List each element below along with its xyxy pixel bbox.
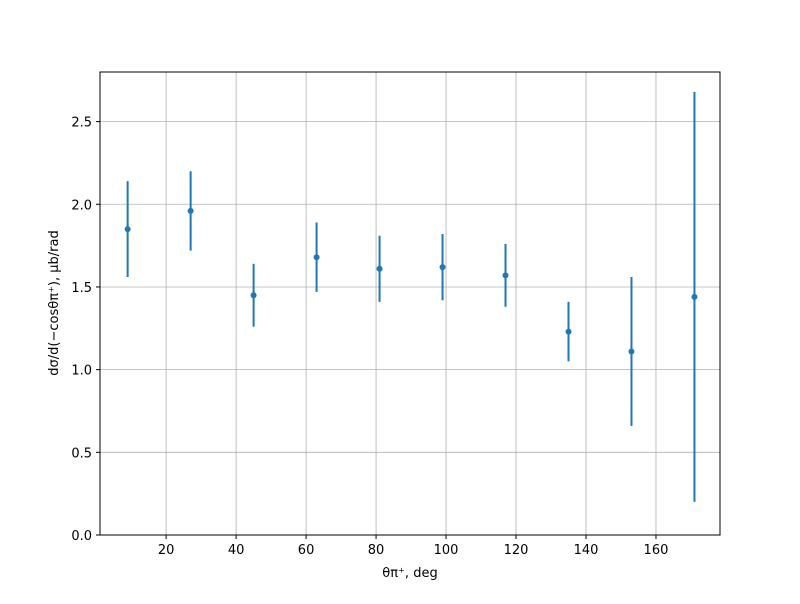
x-tick-label: 80 (368, 543, 385, 558)
data-point (439, 264, 446, 271)
data-point (376, 265, 383, 272)
x-tick-label: 40 (228, 543, 245, 558)
plot-frame (99, 71, 721, 536)
x-tick-label: 120 (504, 543, 529, 558)
data-point (250, 292, 257, 299)
data-point (565, 328, 572, 335)
data-point (628, 348, 635, 355)
x-axis-label: θπ⁺, deg (382, 566, 437, 581)
data-point (691, 293, 698, 300)
data-point (187, 207, 194, 214)
x-tick-label: 60 (298, 543, 315, 558)
y-tick-label: 2.0 (71, 198, 92, 213)
y-tick-label: 2.5 (71, 116, 92, 131)
y-tick-label: 0.0 (71, 529, 92, 544)
x-tick-label: 140 (574, 543, 599, 558)
x-tick-label: 160 (644, 543, 669, 558)
x-tick-label: 100 (434, 543, 459, 558)
y-tick-label: 0.5 (71, 446, 92, 461)
y-axis-label: dσ/d(−cosθπ⁺), μb/rad (47, 230, 62, 375)
y-tick-label: 1.5 (71, 281, 92, 296)
y-tick-label: 1.0 (71, 364, 92, 379)
data-point (313, 254, 320, 261)
data-point (502, 272, 509, 279)
data-point (124, 226, 131, 233)
x-tick-label: 20 (158, 543, 175, 558)
